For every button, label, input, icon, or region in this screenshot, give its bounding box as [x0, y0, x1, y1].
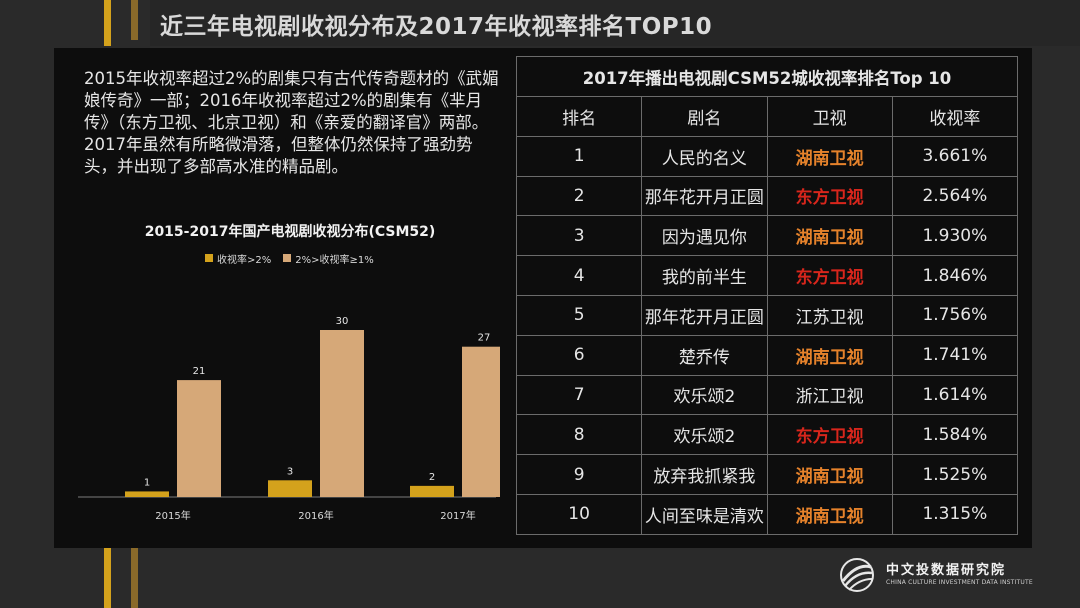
cell-channel: 东方卫视: [766, 255, 893, 296]
cell-rating: 1.756%: [891, 294, 1019, 336]
header-channel: 卫视: [766, 96, 893, 137]
header-rank: 排名: [515, 96, 643, 137]
cell-channel: 东方卫视: [766, 414, 893, 456]
cell-rank: 10: [515, 493, 643, 535]
table-row: 9 放弃我抓紧我 湖南卫视 1.525%: [515, 454, 1019, 495]
table-row: 3 因为遇见你 湖南卫视 1.930%: [515, 215, 1019, 257]
intro-paragraph: 2015年收视率超过2%的剧集只有古代传奇题材的《武媚娘传奇》一部；2016年收…: [84, 69, 499, 176]
cell-rating: 1.741%: [891, 334, 1019, 376]
cell-rank: 7: [515, 374, 643, 416]
table-row: 1 人民的名义 湖南卫视 3.661%: [515, 135, 1019, 177]
x-tick-label: 2017年: [440, 509, 475, 522]
table-body: 1 人民的名义 湖南卫视 3.661% 2 那年花开月正圆 东方卫视 2.564% 3 因为遇见你…: [515, 135, 1019, 535]
data-label: 1: [144, 477, 150, 488]
institute-logo: 中文投数据研究院 CHINA CULTURE INVESTMENT DATA I…: [838, 555, 1033, 595]
header-title: 剧名: [641, 96, 768, 137]
logo-name-en: CHINA CULTURE INVESTMENT DATA INSTITUTE: [886, 579, 1033, 586]
data-label: 30: [336, 316, 349, 327]
cell-rating: 3.661%: [891, 135, 1019, 177]
legend-label-mid: 2%>收视率≥1%: [295, 254, 374, 266]
cell-rank: 1: [515, 135, 643, 177]
cell-channel: 江苏卫视: [766, 294, 893, 336]
cell-channel: 湖南卫视: [766, 493, 893, 535]
bar-mid: [177, 380, 221, 497]
cell-rank: 5: [515, 294, 643, 336]
cell-channel: 湖南卫视: [766, 215, 893, 257]
cell-rank: 2: [515, 175, 643, 217]
header-rating: 收视率: [891, 96, 1019, 137]
cell-rating: 1.525%: [891, 454, 1019, 495]
bar-mid: [320, 330, 364, 497]
accent-bar-bottom-left: [104, 548, 111, 608]
data-label: 3: [287, 466, 293, 477]
header-band: [150, 0, 1080, 46]
legend-swatch-mid: [283, 254, 292, 262]
page-title: 近三年电视剧收视分布及2017年收视率排名TOP10: [160, 14, 713, 40]
bar-high: [410, 485, 454, 497]
cell-rank: 6: [515, 334, 643, 376]
ranking-table: 2017年播出电视剧CSM52城收视率排名Top 10 排名 剧名 卫视 收视率…: [515, 56, 1019, 535]
cell-channel: 湖南卫视: [766, 334, 893, 376]
accent-bar-top-left: [104, 0, 111, 46]
cell-title: 那年花开月正圆: [641, 175, 768, 217]
x-tick-label: 2016年: [298, 509, 333, 522]
cell-title: 那年花开月正圆: [641, 294, 768, 336]
table-row: 4 我的前半生 东方卫视 1.846%: [515, 255, 1019, 296]
cell-rank: 9: [515, 454, 643, 495]
table-header-row: 排名 剧名 卫视 收视率: [515, 96, 1019, 137]
cell-channel: 湖南卫视: [766, 454, 893, 495]
table-row: 7 欢乐颂2 浙江卫视 1.614%: [515, 374, 1019, 416]
legend-swatch-high: [205, 254, 213, 262]
data-label: 21: [193, 366, 206, 377]
legend-label-high: 收视率>2%: [217, 254, 272, 266]
cell-title: 欢乐颂2: [641, 374, 768, 416]
cell-title: 欢乐颂2: [641, 414, 768, 456]
chart-legend: 收视率>2% 2%>收视率≥1%: [205, 250, 380, 266]
table-row: 2 那年花开月正圆 东方卫视 2.564%: [515, 175, 1019, 217]
table-row: 6 楚乔传 湖南卫视 1.741%: [515, 334, 1019, 376]
cell-rating: 2.564%: [891, 175, 1019, 217]
table-row: 8 欢乐颂2 东方卫视 1.584%: [515, 414, 1019, 456]
cell-title: 我的前半生: [641, 255, 768, 296]
table-row: 5 那年花开月正圆 江苏卫视 1.756%: [515, 294, 1019, 336]
data-label: 2: [429, 472, 435, 483]
cell-title: 人民的名义: [641, 135, 768, 177]
bar-mid: [462, 346, 500, 497]
cell-title: 因为遇见你: [641, 215, 768, 257]
cell-channel: 东方卫视: [766, 175, 893, 217]
cell-channel: 浙江卫视: [766, 374, 893, 416]
accent-bar-top-right: [131, 0, 138, 40]
cell-title: 人间至味是清欢: [641, 493, 768, 535]
cell-rating: 1.614%: [891, 374, 1019, 416]
cell-channel: 湖南卫视: [766, 135, 893, 177]
cell-rating: 1.846%: [891, 255, 1019, 296]
accent-bar-bottom-right: [131, 548, 138, 608]
cell-title: 放弃我抓紧我: [641, 454, 768, 495]
legend-item-high: 收视率>2%: [205, 251, 271, 266]
bar-high: [125, 491, 169, 497]
bar-chart: 1 21 2015年 3 30 2016年 2 27 2017年: [78, 316, 500, 522]
x-tick-label: 2015年: [155, 509, 190, 522]
chart-title: 2015-2017年国产电视剧收视分布(CSM52): [144, 224, 436, 240]
table-caption: 2017年播出电视剧CSM52城收视率排名Top 10: [516, 56, 1018, 97]
legend-item-mid: 2%>收视率≥1%: [283, 251, 374, 266]
logo-name-cn: 中文投数据研究院: [886, 563, 1007, 578]
table-row: 10 人间至味是清欢 湖南卫视 1.315%: [515, 493, 1019, 535]
globe-swoosh-icon: [840, 558, 874, 592]
cell-title: 楚乔传: [641, 334, 768, 376]
data-label: 27: [478, 333, 491, 344]
bar-high: [268, 480, 312, 497]
cell-rank: 4: [515, 255, 643, 296]
cell-rank: 3: [515, 215, 643, 257]
cell-rating: 1.930%: [891, 215, 1019, 257]
cell-rank: 8: [515, 414, 643, 456]
cell-rating: 1.584%: [891, 414, 1019, 456]
cell-rating: 1.315%: [891, 493, 1019, 535]
